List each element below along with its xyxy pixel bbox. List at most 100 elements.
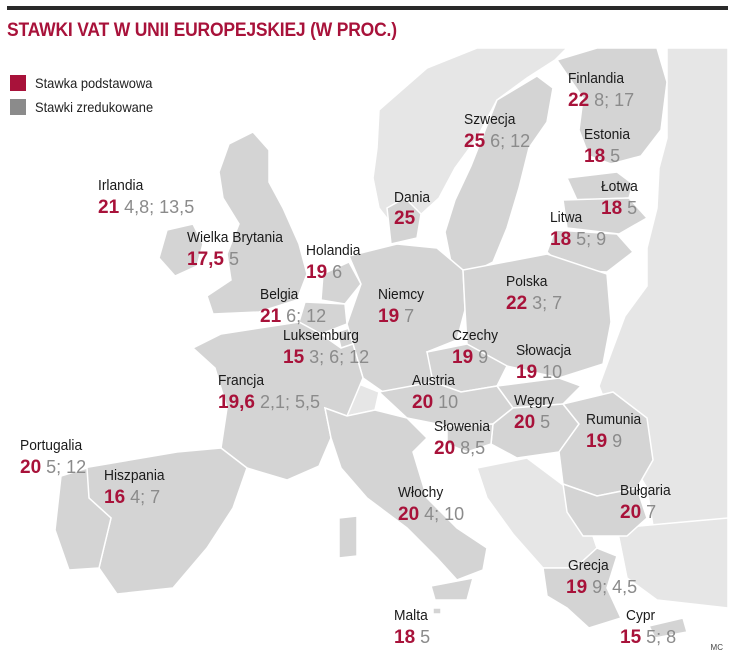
country-name: Polska: [506, 273, 548, 290]
country-name: Rumunia: [586, 411, 642, 428]
country-name: Słowacja: [516, 342, 572, 359]
reduced-rates: 5: [627, 198, 638, 218]
reduced-rates: 3; 7: [532, 293, 563, 313]
europe-map: [54, 48, 728, 639]
country-name: Wielka Brytania: [187, 229, 283, 246]
country-label-litwa: Litwa 18 5; 9: [550, 209, 606, 252]
standard-rate: 15: [620, 627, 642, 648]
standard-rate: 20: [434, 438, 456, 459]
reduced-rates: 9: [612, 431, 623, 451]
country-name: Cypr: [626, 607, 656, 624]
reduced-rates: 7: [404, 306, 415, 326]
reduced-rates: 5: [420, 627, 431, 647]
country-name: Dania: [394, 189, 431, 206]
standard-rate: 20: [514, 412, 536, 433]
country-label-slowenia: Słowenia 20 8,5: [434, 418, 495, 461]
country-label-rumunia: Rumunia 19 9: [586, 411, 646, 454]
country-label-czechy: Czechy 19 9: [452, 327, 502, 370]
country-name: Francja: [218, 372, 265, 389]
standard-rate: 22: [506, 293, 528, 314]
country-name: Czechy: [452, 327, 499, 344]
reduced-rates: 4,8; 13,5: [124, 197, 195, 217]
legend-swatch-reduced: [10, 99, 26, 115]
country-label-estonia: Estonia 18 5: [584, 126, 634, 169]
country-label-malta: Malta 18 5: [394, 607, 431, 650]
country-label-bulgaria: Bułgaria 20 7: [620, 482, 675, 525]
country-label-belgia: Belgia 21 6; 12: [260, 286, 326, 329]
standard-rate: 18: [394, 627, 416, 648]
standard-rate: 20: [620, 502, 642, 523]
reduced-rates: 4; 7: [130, 487, 161, 507]
standard-rate: 20: [412, 392, 434, 413]
reduced-rates: 4; 10: [424, 504, 465, 524]
country-name: Węgry: [514, 392, 554, 409]
legend: Stawka podstawowa Stawki zredukowane: [10, 71, 163, 119]
reduced-rates: 3; 6; 12: [309, 347, 370, 367]
standard-rate: 19: [452, 347, 474, 368]
country-name: Austria: [412, 372, 455, 389]
country-name: Belgia: [260, 286, 299, 303]
reduced-rates: 2,1; 5,5: [259, 392, 321, 412]
standard-rate: 25: [464, 131, 486, 152]
eu-land: [54, 48, 688, 639]
country-name: Estonia: [584, 126, 631, 143]
map-area: [7, 48, 728, 655]
standard-rate: 20: [398, 504, 420, 525]
standard-rate: 20: [20, 457, 42, 478]
country-name: Malta: [394, 607, 428, 624]
reduced-rates: 5: [610, 146, 621, 166]
country-label-irlandia: Irlandia 21 4,8; 13,5: [98, 177, 194, 220]
country-label-niemcy: Niemcy 19 7: [378, 286, 428, 329]
country-name: Słowenia: [434, 418, 491, 435]
country-name: Finlandia: [568, 70, 625, 87]
country-label-luksemburg: Luksemburg 15 3; 6; 12: [283, 327, 369, 370]
country-label-slowacja: Słowacja 19 10: [516, 342, 576, 385]
standard-rate: 18: [584, 146, 606, 167]
country-label-hiszpania: Hiszpania 16 4; 7: [104, 467, 170, 510]
country-name: Hiszpania: [104, 467, 165, 484]
country-name: Włochy: [398, 484, 444, 501]
country-name: Szwecja: [464, 111, 516, 128]
reduced-rates: 6; 12: [286, 306, 327, 326]
reduced-rates: 5; 9: [576, 229, 607, 249]
reduced-rates: 6: [332, 262, 343, 282]
legend-label-standard: Stawka podstawowa: [35, 75, 153, 91]
standard-rate: 19: [586, 431, 608, 452]
country-label-lotwa: Łotwa 18 5: [601, 178, 641, 221]
country-label-polska: Polska 22 3; 7: [506, 273, 562, 316]
country-label-grecja: Grecja 19 9; 4,5: [566, 557, 637, 600]
standard-rate: 18: [601, 198, 623, 219]
country-name: Litwa: [550, 209, 583, 226]
country-label-francja: Francja 19,6 2,1; 5,5: [218, 372, 320, 415]
country-label-wegry: Węgry 20 5: [514, 392, 557, 435]
standard-rate: 22: [568, 90, 590, 111]
country-label-cypr: Cypr 15 5; 8: [620, 607, 676, 650]
country-label-finlandia: Finlandia 22 8; 17: [568, 70, 634, 113]
map-title: STAWKI VAT W UNII EUROPEJSKIEJ (W PROC.): [7, 20, 397, 41]
country-name: Bułgaria: [620, 482, 671, 499]
reduced-rates: 8,5: [460, 438, 486, 458]
standard-rate: 16: [104, 487, 126, 508]
standard-rate: 17,5: [187, 249, 224, 270]
reduced-rates: 9; 4,5: [592, 577, 638, 597]
country-name: Irlandia: [98, 177, 144, 194]
legend-item-standard: Stawka podstawowa: [10, 71, 163, 95]
country-label-dania: Dania 25: [394, 189, 433, 231]
country-label-wlochy: Włochy 20 4; 10: [398, 484, 464, 527]
reduced-rates: 6; 12: [490, 131, 531, 151]
legend-item-reduced: Stawki zredukowane: [10, 95, 163, 119]
legend-swatch-standard: [10, 75, 26, 91]
country-name: Grecja: [568, 557, 609, 574]
header-rule: [7, 6, 728, 10]
standard-rate: 21: [98, 197, 120, 218]
reduced-rates: 9: [478, 347, 489, 367]
reduced-rates: 5; 8: [646, 627, 677, 647]
reduced-rates: 5: [228, 249, 239, 269]
reduced-rates: 10: [542, 362, 563, 382]
reduced-rates: 5: [540, 412, 551, 432]
standard-rate: 18: [550, 229, 572, 250]
standard-rate: 19,6: [218, 392, 255, 413]
reduced-rates: 10: [438, 392, 459, 412]
country-label-austria: Austria 20 10: [412, 372, 459, 415]
author-credit: MC: [710, 643, 723, 652]
